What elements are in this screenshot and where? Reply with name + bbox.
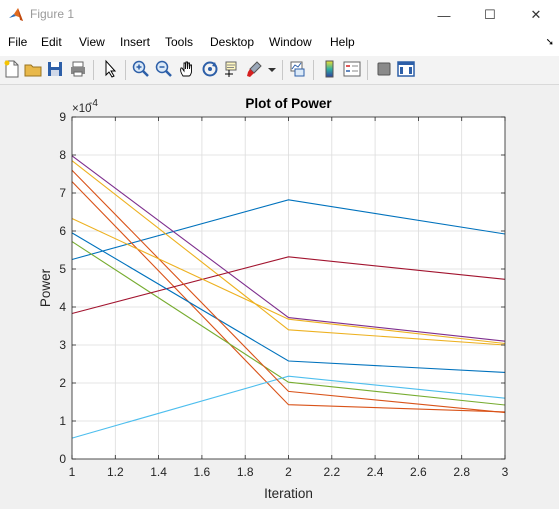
new-figure-icon[interactable] <box>2 59 22 79</box>
toolbar-separator <box>125 60 126 80</box>
brush-icon[interactable] <box>245 59 265 79</box>
menu-bar: File Edit View Insert Tools Desktop Wind… <box>0 30 559 56</box>
x-axis-label: Iteration <box>264 486 313 501</box>
menu-window[interactable]: Window <box>269 35 312 49</box>
rotate-3d-icon[interactable] <box>200 59 220 79</box>
y-tick-label: 7 <box>59 186 66 200</box>
title-bar: Figure 1 — ☐ ✕ <box>0 0 559 30</box>
close-button[interactable]: ✕ <box>513 0 559 30</box>
x-tick-label: 1 <box>69 465 76 479</box>
axis-ticks <box>71 116 506 460</box>
y-tick-label: 3 <box>59 338 66 352</box>
x-tick-label: 1.8 <box>237 465 254 479</box>
series-line-5[interactable] <box>71 241 506 406</box>
x-tick-label: 1.2 <box>107 465 124 479</box>
series-line-1[interactable] <box>71 199 506 261</box>
y-tick-label: 8 <box>59 148 66 162</box>
series-line-7[interactable] <box>71 256 506 315</box>
brush-dropdown-icon[interactable] <box>266 59 278 79</box>
menu-help[interactable]: Help <box>330 35 355 49</box>
x-tick-label: 3 <box>502 465 509 479</box>
y-tick-label: 4 <box>59 300 66 314</box>
dock-arrow-icon[interactable]: ➘ <box>545 37 554 48</box>
y-tick-label: 6 <box>59 224 66 238</box>
y-axis-label: Power <box>38 268 53 307</box>
toolbar-separator <box>313 60 314 80</box>
y-tick-label: 9 <box>59 110 66 124</box>
menu-file[interactable]: File <box>8 35 28 49</box>
x-tick-label: 2.8 <box>453 465 470 479</box>
x-tick-label: 1.6 <box>194 465 211 479</box>
matlab-logo-icon <box>9 8 23 21</box>
figure-toolbar <box>0 56 559 85</box>
figure-canvas: 1 1.2 1.4 1.6 1.8 2 2.2 2.4 2.6 2.8 3 0 1 2 3 4 5 6 7 8 9 Pl… <box>0 85 559 504</box>
menu-desktop[interactable]: Desktop <box>210 35 255 49</box>
x-tick-label: 2 <box>285 465 292 479</box>
pointer-icon[interactable] <box>100 59 120 79</box>
menu-edit[interactable]: Edit <box>41 35 62 49</box>
open-file-icon[interactable] <box>23 59 43 79</box>
save-icon[interactable] <box>45 59 65 79</box>
print-icon[interactable] <box>68 59 88 79</box>
link-plot-icon[interactable] <box>288 59 308 79</box>
x-tick-label: 2.4 <box>367 465 384 479</box>
grid-lines <box>71 116 506 460</box>
y-tick-label: 2 <box>59 376 66 390</box>
zoom-in-icon[interactable] <box>131 59 151 79</box>
y-tick-label: 1 <box>59 414 66 428</box>
y-tick-label: 5 <box>59 262 66 276</box>
minimize-icon: — <box>437 7 451 23</box>
window-title: Figure 1 <box>30 7 75 21</box>
toolbar-separator <box>93 60 94 80</box>
insert-legend-icon[interactable] <box>342 59 362 79</box>
maximize-button[interactable]: ☐ <box>467 0 513 30</box>
menu-insert[interactable]: Insert <box>120 35 151 49</box>
y-exponent-label: ×10 <box>72 103 92 115</box>
maximize-icon: ☐ <box>484 7 496 22</box>
chart-title: Plot of Power <box>245 96 332 111</box>
menu-view[interactable]: View <box>79 35 105 49</box>
series-line-2[interactable] <box>71 181 506 413</box>
minimize-button[interactable]: — <box>421 0 467 30</box>
x-tick-label: 1.4 <box>150 465 167 479</box>
series-line-8[interactable] <box>71 232 506 373</box>
y-tick-label: 0 <box>59 452 66 466</box>
insert-colorbar-icon[interactable] <box>320 59 340 79</box>
hide-plot-tools-icon[interactable] <box>374 59 394 79</box>
y-exponent-power: -4 <box>89 98 98 109</box>
series-line-6[interactable] <box>71 375 506 439</box>
toolbar-separator <box>282 60 283 80</box>
close-icon: ✕ <box>530 7 542 22</box>
series-line-10[interactable] <box>71 218 506 345</box>
series-line-4[interactable] <box>71 155 506 342</box>
series-line-9[interactable] <box>71 169 506 414</box>
x-tick-label: 2.6 <box>410 465 427 479</box>
zoom-out-icon[interactable] <box>154 59 174 79</box>
pan-icon[interactable] <box>177 59 197 79</box>
data-cursor-icon[interactable] <box>223 59 243 79</box>
show-plot-tools-icon[interactable] <box>396 59 416 79</box>
x-tick-label: 2.2 <box>323 465 340 479</box>
series-lines <box>71 155 506 439</box>
series-line-3[interactable] <box>71 160 506 346</box>
toolbar-separator <box>367 60 368 80</box>
menu-tools[interactable]: Tools <box>165 35 194 49</box>
